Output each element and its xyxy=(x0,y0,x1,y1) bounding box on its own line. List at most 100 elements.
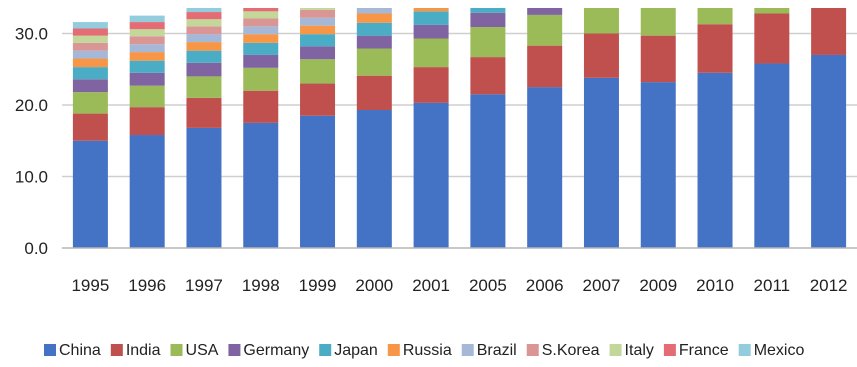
bar-segment-japan-1995 xyxy=(72,67,108,80)
bar-segment-usa-1996 xyxy=(129,85,165,108)
legend: China India USA Germany Japan Russia Brazil S.K… xyxy=(44,342,804,359)
x-tick-label: 2012 xyxy=(810,276,848,295)
bar-segment-italy-1997 xyxy=(186,19,222,27)
legend-swatch-italy xyxy=(609,344,622,356)
y-tick-label: 20.0 xyxy=(15,96,48,115)
bar-segment-mexico-1996 xyxy=(129,15,165,23)
bar-segment-germany-1997 xyxy=(186,62,222,77)
bar-segment-usa-2010 xyxy=(697,8,733,25)
x-tick-label: 2001 xyxy=(412,276,450,295)
legend-swatch-germany xyxy=(228,344,241,356)
bar-segment-germany-1999 xyxy=(300,46,336,60)
bar-segment-s-korea-1999 xyxy=(300,9,336,18)
x-tick-label: 1997 xyxy=(185,276,223,295)
bar-segment-usa-1995 xyxy=(72,92,108,114)
bar-segment-china-2010 xyxy=(697,72,733,248)
bar-segment-usa-2009 xyxy=(640,8,676,36)
bar-segment-japan-2001 xyxy=(413,11,449,25)
x-tick-label: 1999 xyxy=(299,276,337,295)
legend-swatch-s-korea xyxy=(526,344,539,356)
legend-swatch-india xyxy=(110,344,123,356)
bar-segment-brazil-1999 xyxy=(300,17,336,26)
x-tick-label: 2006 xyxy=(526,276,564,295)
bar-segment-china-2012 xyxy=(811,54,847,249)
bar-segment-usa-2000 xyxy=(356,48,392,76)
bars xyxy=(72,8,847,249)
y-tick-label: 30.0 xyxy=(15,25,48,44)
bar-segment-china-2007 xyxy=(583,77,619,248)
legend-label-s-korea: S.Korea xyxy=(542,342,600,359)
legend-label-russia: Russia xyxy=(403,342,452,359)
y-tick-label: 0.0 xyxy=(24,239,48,258)
x-tick-label: 2011 xyxy=(754,276,791,295)
bar-segment-india-1995 xyxy=(72,113,108,141)
x-tick-label: 1996 xyxy=(128,276,166,295)
bar-segment-japan-1997 xyxy=(186,50,222,63)
bar-segment-india-2005 xyxy=(470,57,506,95)
bar-segment-india-2010 xyxy=(697,24,733,73)
bar-segment-usa-2006 xyxy=(527,14,563,46)
bar-segment-s-korea-1995 xyxy=(72,42,108,51)
bar-segment-india-1998 xyxy=(243,90,279,123)
bar-segment-india-2001 xyxy=(413,67,449,103)
bar-segment-japan-2000 xyxy=(356,22,392,36)
bar-segment-japan-2005 xyxy=(470,8,506,13)
bar-segment-usa-2007 xyxy=(583,8,619,34)
legend-label-india: India xyxy=(126,342,161,359)
bar-segment-russia-2001 xyxy=(413,8,449,12)
bar-segment-mexico-1995 xyxy=(72,22,108,29)
bar-segment-italy-1996 xyxy=(129,29,165,37)
bar-segment-s-korea-1996 xyxy=(129,36,165,45)
bar-segment-russia-1998 xyxy=(243,34,279,43)
bar-segment-china-2001 xyxy=(413,102,449,248)
bar-segment-china-1997 xyxy=(186,127,222,248)
bar-segment-india-1999 xyxy=(300,83,336,116)
bar-segment-usa-1998 xyxy=(243,67,279,91)
bar-segment-germany-1998 xyxy=(243,54,279,68)
bar-segment-china-2009 xyxy=(640,82,676,249)
legend-label-china: China xyxy=(59,342,101,359)
bar-segment-india-2012 xyxy=(811,8,847,55)
bar-segment-germany-1996 xyxy=(129,72,165,86)
legend-label-italy: Italy xyxy=(625,342,654,359)
bar-segment-china-1999 xyxy=(300,115,336,248)
bar-segment-india-1997 xyxy=(186,97,222,128)
bar-segment-italy-1995 xyxy=(72,35,108,43)
bar-segment-france-1996 xyxy=(129,22,165,30)
legend-swatch-mexico xyxy=(738,344,751,356)
bar-segment-russia-1996 xyxy=(129,52,165,61)
bar-segment-france-1997 xyxy=(186,12,222,20)
legend-swatch-russia xyxy=(387,344,400,356)
x-tick-label: 2010 xyxy=(696,276,734,295)
legend-swatch-brazil xyxy=(461,344,474,356)
x-tick-label: 2000 xyxy=(355,276,393,295)
y-axis-ticks: 0.0 10.0 20.0 30.0 xyxy=(15,25,48,259)
x-tick-label: 2007 xyxy=(583,276,621,295)
bar-segment-china-2005 xyxy=(470,94,506,249)
bar-segment-brazil-1997 xyxy=(186,34,222,43)
bar-segment-usa-2005 xyxy=(470,27,506,58)
bar-segment-brazil-1998 xyxy=(243,26,279,35)
bar-segment-usa-2001 xyxy=(413,38,449,68)
y-tick-label: 10.0 xyxy=(15,168,48,187)
bar-segment-russia-1995 xyxy=(72,58,108,68)
bar-segment-russia-2000 xyxy=(356,13,392,23)
bar-segment-china-2011 xyxy=(754,63,790,248)
legend-label-mexico: Mexico xyxy=(754,342,805,359)
x-axis-ticks: 1995 1996 1997 1998 1999 2000 2001 2005 2006 2007… xyxy=(71,276,847,295)
legend-label-germany: Germany xyxy=(243,342,309,359)
bar-segment-china-1996 xyxy=(129,135,165,248)
bar-segment-germany-1995 xyxy=(72,79,108,93)
x-tick-label: 1998 xyxy=(242,276,280,295)
bar-segment-usa-1997 xyxy=(186,76,222,98)
bar-segment-china-2006 xyxy=(527,87,563,248)
bar-segment-india-2009 xyxy=(640,35,676,83)
bar-segment-russia-1997 xyxy=(186,42,222,51)
bar-segment-china-2000 xyxy=(356,110,392,248)
legend-label-france: France xyxy=(679,342,729,359)
legend-label-brazil: Brazil xyxy=(477,342,517,359)
bar-segment-india-2000 xyxy=(356,75,392,111)
legend-swatch-france xyxy=(663,344,676,356)
bar-segment-india-2006 xyxy=(527,45,563,88)
legend-label-usa: USA xyxy=(186,342,219,359)
